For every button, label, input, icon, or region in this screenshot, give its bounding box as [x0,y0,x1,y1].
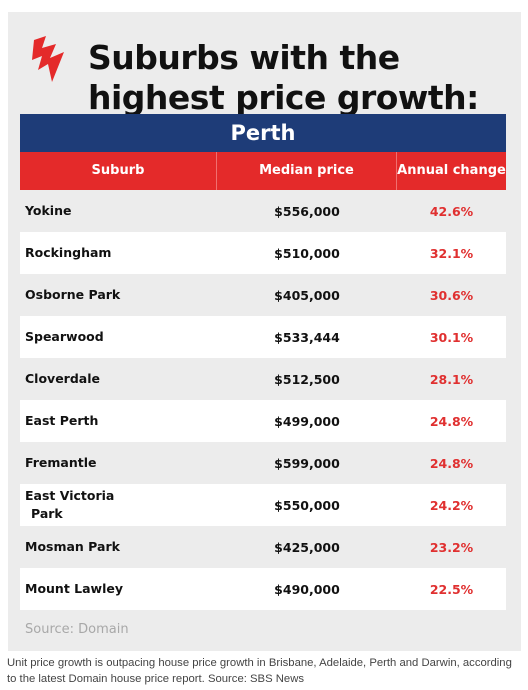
annual-change-cell: 24.8% [429,413,474,429]
table-row: Fremantle $599,000 24.8% [20,442,506,484]
suburb-cell: Mosman Park [25,539,120,554]
median-price-cell: $599,000 [274,455,340,471]
suburb-line-2: Park [31,506,63,521]
median-price-cell: $512,500 [274,371,340,387]
median-price-cell: $533,444 [274,329,340,345]
table-row: Osborne Park $405,000 30.6% [20,274,506,316]
suburb-cell: East Victoria Park [20,487,217,523]
annual-change-cell: 22.5% [429,581,474,597]
annual-change-cell: 30.6% [429,287,474,303]
suburb-cell: Cloverdale [25,371,100,386]
annual-change-cell: 23.2% [429,539,474,555]
suburb-cell: Yokine [25,203,72,218]
median-price-cell: $550,000 [274,497,340,513]
annual-change-cell: 42.6% [429,203,474,219]
table-row: Mosman Park $425,000 23.2% [20,526,506,568]
image-caption: Unit price growth is outpacing house pri… [7,657,512,685]
table-row: Rockingham $510,000 32.1% [20,232,506,274]
table-row: Cloverdale $512,500 28.1% [20,358,506,400]
suburb-cell: East Perth [25,413,99,428]
annual-change-cell: 24.8% [429,455,474,471]
annual-change-cell: 24.2% [429,497,474,513]
table-row: Yokine $556,000 42.6% [20,190,506,232]
median-price-cell: $490,000 [274,581,340,597]
suburb-cell: Osborne Park [25,287,121,302]
column-header-suburb: Suburb [20,152,217,190]
suburb-cell: Spearwood [25,329,104,344]
city-header: Perth [20,114,506,152]
table-body: Yokine $556,000 42.6% Rockingham $510,00… [20,190,506,610]
sbs-logo-icon [32,36,64,82]
source-note: Source: Domain [25,622,129,637]
annual-change-cell: 30.1% [429,329,474,345]
median-price-cell: $405,000 [274,287,340,303]
median-price-cell: $510,000 [274,245,340,261]
table-row: East Victoria Park $550,000 24.2% [20,484,506,526]
suburb-cell: Fremantle [25,455,97,470]
suburb-line-1: East Victoria [25,488,115,503]
column-header-annual-change: Annual change [397,163,506,178]
median-price-cell: $425,000 [274,539,340,555]
annual-change-cell: 28.1% [429,371,474,387]
table-row: Spearwood $533,444 30.1% [20,316,506,358]
suburb-cell: Rockingham [25,245,112,260]
table-header-row: Suburb Median price Annual change [20,152,506,190]
table-row: East Perth $499,000 24.8% [20,400,506,442]
median-price-cell: $499,000 [274,413,340,429]
median-price-cell: $556,000 [274,203,340,219]
table-row: Mount Lawley $490,000 22.5% [20,568,506,610]
annual-change-cell: 32.1% [429,245,474,261]
suburb-cell: Mount Lawley [25,581,124,596]
column-header-median-price: Median price [217,152,397,190]
